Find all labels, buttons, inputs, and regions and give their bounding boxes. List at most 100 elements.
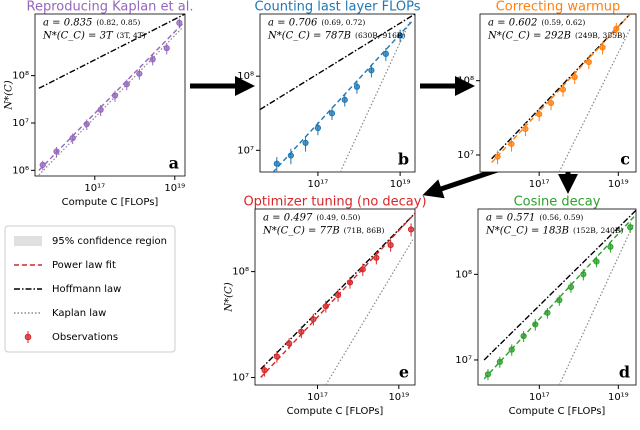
x-tick-label: 10¹⁷ — [307, 392, 328, 403]
observation — [310, 316, 317, 323]
plot-frame — [34, 13, 186, 177]
hoffmann-line — [260, 14, 415, 111]
y-tick-label: 10⁷ — [12, 118, 29, 129]
y-tick-label: 10⁷ — [457, 150, 474, 161]
observation — [547, 99, 555, 107]
x-tick-label: 10¹⁹ — [164, 183, 185, 194]
annotation: N*(C_C) = 183B — [485, 226, 569, 237]
y-tick-label: 10⁸ — [12, 71, 29, 82]
observation — [341, 96, 348, 103]
observation — [556, 297, 563, 304]
observation — [484, 371, 492, 378]
observation — [111, 92, 119, 99]
observation — [287, 152, 294, 159]
x-tick-label: 10¹⁷ — [308, 179, 329, 190]
observation — [273, 160, 280, 167]
kaplan-line — [558, 28, 631, 172]
legend-label: Power law fit — [52, 260, 116, 271]
lines — [38, 14, 185, 176]
x-tick-label: 10¹⁹ — [608, 179, 629, 190]
panel-label: b — [398, 150, 409, 169]
observation — [298, 328, 305, 335]
observation — [328, 110, 336, 117]
observation — [508, 140, 515, 147]
x-axis-label: Compute C [FLOPs] — [287, 406, 384, 417]
lines — [491, 14, 631, 172]
observation — [39, 161, 46, 169]
legend-swatch — [14, 236, 42, 246]
observation — [285, 340, 293, 347]
observation — [373, 254, 380, 261]
observation — [123, 81, 130, 88]
legend: 95% confidence region Power law fit Hoffma… — [4, 225, 176, 353]
annotation: a = 0.497 — [263, 213, 313, 224]
annotation-ci: (3T, 4T) — [117, 31, 146, 40]
y-tick-label: 10⁸ — [237, 71, 254, 82]
observation — [149, 56, 156, 63]
kaplan-line — [325, 239, 414, 385]
x-axis-label: Compute C [FLOPs] — [62, 197, 159, 208]
observation — [136, 70, 143, 77]
panel-label: c — [620, 150, 630, 169]
observation — [593, 258, 600, 265]
x-tick-label: 10¹⁹ — [608, 392, 629, 403]
panel: 10¹⁷ 10¹⁹ 10⁷ 10⁸ Counting last layer FLOPs a… — [237, 0, 420, 190]
plot-frame — [259, 13, 416, 173]
observation — [53, 148, 60, 155]
fit-line — [491, 14, 631, 164]
y-tick-label: 10⁸ — [232, 267, 249, 278]
annotation-ci: (630B, 916B) — [355, 31, 405, 40]
panel-title: Optimizer tuning (no decay) — [243, 195, 426, 210]
observation — [496, 358, 503, 365]
panel-title: Cosine decay — [514, 195, 601, 210]
annotation: N*(C_C) = 787B — [267, 31, 351, 42]
legend-label: Hoffmann law — [52, 284, 121, 295]
observation — [407, 226, 415, 233]
observation — [353, 83, 361, 90]
x-tick-label: 10¹⁹ — [390, 179, 411, 190]
plot-frame — [479, 13, 637, 173]
annotation-ci: (249B, 355B) — [575, 31, 625, 40]
annotation-ci: (0.49, 0.50) — [316, 213, 360, 222]
annotation-ci: (71B, 86B) — [344, 226, 385, 235]
y-axis-label: N*(C) — [224, 282, 235, 312]
observation — [261, 367, 268, 374]
annotation-ci: (0.69, 0.72) — [321, 18, 365, 27]
legend-box — [4, 225, 176, 353]
observation — [322, 303, 329, 310]
x-axis-label: Compute C [FLOPs] — [509, 406, 606, 417]
observation — [585, 58, 592, 66]
observation — [494, 153, 501, 160]
lines — [260, 212, 415, 385]
y-axis-label: N*(C) — [4, 80, 15, 110]
annotation: a = 0.706 — [268, 18, 318, 29]
observation — [368, 67, 375, 74]
annotation-ci: (0.82, 0.85) — [96, 18, 140, 27]
observation — [334, 292, 342, 299]
legend-label: Observations — [52, 332, 118, 343]
observation — [607, 243, 614, 250]
observation — [571, 73, 578, 81]
annotation: N*(C_C) = 292B — [487, 31, 571, 42]
observation — [302, 139, 309, 146]
kaplan-line — [38, 27, 183, 176]
hoffmann-line — [38, 14, 185, 89]
panel-title: Counting last layer FLOPs — [254, 0, 420, 15]
legend-label: Kaplan law — [52, 308, 106, 319]
observation — [273, 353, 280, 360]
observation — [359, 266, 366, 273]
panel-label: d — [619, 363, 630, 382]
annotation: a = 0.571 — [486, 213, 535, 224]
observation — [314, 124, 322, 132]
panel-title: Reproducing Kaplan et al. — [27, 0, 194, 15]
panel-label: e — [399, 363, 409, 382]
observation — [536, 110, 543, 118]
legend-label: 95% confidence region — [52, 236, 167, 247]
observation — [508, 346, 515, 353]
observation — [627, 224, 634, 231]
x-tick-label: 10¹⁷ — [529, 392, 550, 403]
y-tick-label: 10⁷ — [455, 355, 472, 366]
observation — [83, 120, 90, 128]
observation — [387, 241, 394, 249]
